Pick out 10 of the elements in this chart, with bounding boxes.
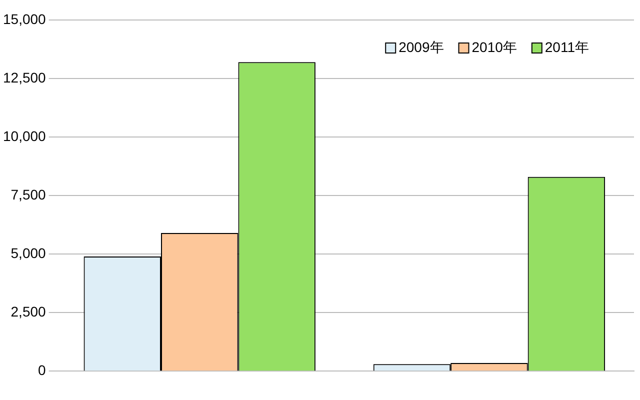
y-tick-label: 0 xyxy=(38,362,46,378)
y-tick-label: 12,500 xyxy=(2,69,46,86)
y-tick-label: 7,500 xyxy=(10,186,46,202)
y-tick-label: 15,000 xyxy=(2,10,46,27)
legend-label: 2010年 xyxy=(472,38,517,55)
y-tick-label: 5,000 xyxy=(10,244,46,261)
y-tick-label: 10,000 xyxy=(2,128,46,144)
y-tick-label: 2,500 xyxy=(10,304,46,320)
legend-label: 2009年 xyxy=(398,38,444,55)
legend-label: 2011年 xyxy=(544,38,590,55)
